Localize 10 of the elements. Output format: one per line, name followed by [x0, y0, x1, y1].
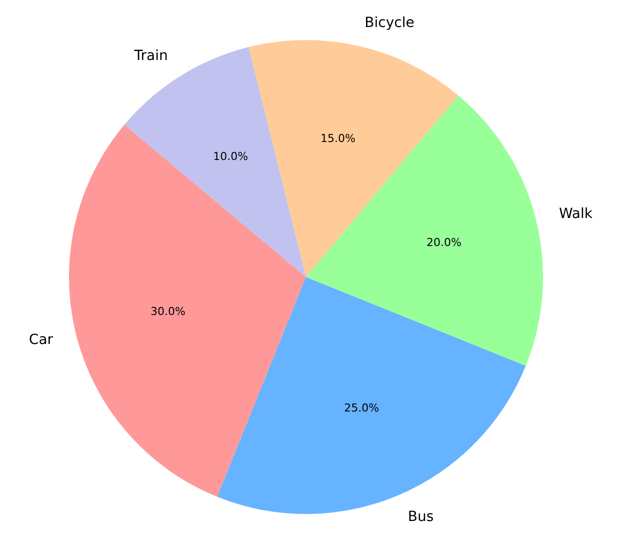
slice-label: Bus: [408, 508, 434, 525]
data-label: 25.0%: [344, 401, 380, 414]
slice-label: Train: [133, 48, 168, 64]
data-label: 30.0%: [150, 304, 186, 318]
slice-label: Walk: [558, 206, 594, 222]
data-label: 20.0%: [426, 236, 462, 250]
data-label: 15.0%: [320, 132, 356, 145]
slice-label: Car: [28, 332, 54, 348]
data-label: 10.0%: [213, 150, 248, 163]
slice-label: Bicycle: [364, 14, 414, 31]
